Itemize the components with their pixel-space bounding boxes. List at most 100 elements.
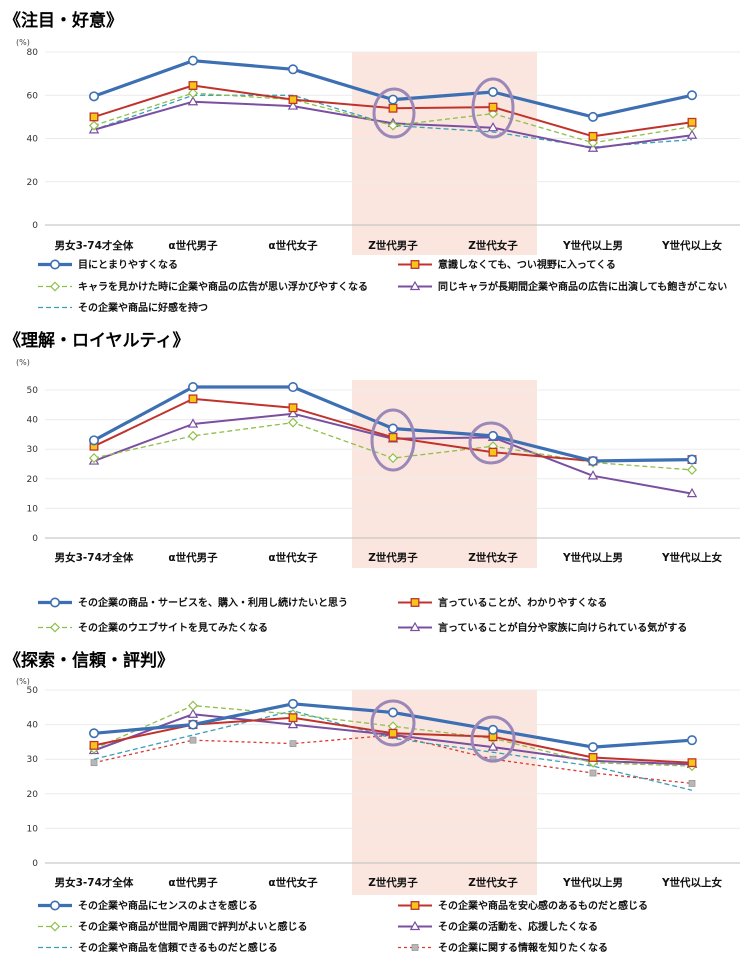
legend-label: 意識しなくても、つい視野に入ってくる <box>438 258 616 271</box>
y-tick-label: 20 <box>27 178 39 188</box>
y-tick-label: 40 <box>27 416 39 426</box>
data-point <box>288 95 298 105</box>
y-tick-label: 0 <box>32 221 38 231</box>
data-point <box>89 112 99 122</box>
data-point <box>187 430 199 441</box>
data-point <box>487 108 499 119</box>
data-point <box>188 81 198 90</box>
emphasis-circle <box>471 77 515 139</box>
data-point <box>587 470 599 480</box>
data-point <box>187 96 199 106</box>
data-point <box>487 430 498 441</box>
legend-marker <box>49 259 60 270</box>
x-category-label: Z世代男子 <box>368 239 418 252</box>
data-point <box>287 718 299 729</box>
data-point <box>187 700 199 711</box>
legend-marker <box>410 598 420 607</box>
x-category-label: 男女3-74才全体 <box>55 239 134 252</box>
x-category-label: α世代男子 <box>168 876 218 889</box>
x-category-label: Y世代以上男 <box>562 876 623 889</box>
y-tick-label: 30 <box>27 445 39 455</box>
data-point <box>287 100 299 110</box>
x-category-label: α世代男子 <box>168 239 218 252</box>
y-tick-label: 50 <box>27 386 39 396</box>
y-tick-label: 20 <box>27 475 39 485</box>
y-axis-unit: (%) <box>16 358 30 367</box>
x-category-label: Z世代女子 <box>468 551 518 564</box>
data-point <box>588 131 598 141</box>
data-point <box>188 55 199 66</box>
data-point <box>387 707 398 718</box>
x-category-label: Y世代以上男 <box>562 239 623 252</box>
legend-marker <box>49 921 61 932</box>
data-point <box>187 708 199 718</box>
data-point <box>289 740 297 748</box>
emphasis-circle <box>370 408 416 472</box>
chart-panel-2: 《理解・ロイヤルティ》 (%) 0 10 20 30 40 50 男女3-74才全体 α世代男子 α… <box>4 330 740 634</box>
x-category-label: Y世代以上女 <box>661 239 723 252</box>
data-point <box>89 91 100 102</box>
chart-title: 《理解・ロイヤルティ》 <box>4 330 189 351</box>
x-category-label: α世代女子 <box>268 876 318 889</box>
y-tick-label: 20 <box>27 790 39 800</box>
x-category-label: Y世代以上女 <box>661 876 723 889</box>
y-tick-label: 0 <box>32 534 38 544</box>
legend-marker <box>49 281 61 292</box>
data-point <box>88 453 100 464</box>
y-tick-label: 10 <box>27 824 39 834</box>
data-point <box>487 121 499 132</box>
data-point <box>487 87 498 98</box>
legend-label: その企業の商品・サービスを、購入・利用し続けたいと思う <box>78 596 348 609</box>
data-point <box>587 742 598 753</box>
data-point <box>89 728 100 739</box>
y-axis-unit: (%) <box>16 677 30 686</box>
data-point <box>686 487 698 498</box>
emphasis-circle <box>470 715 516 763</box>
y-tick-label: 0 <box>32 859 38 869</box>
data-point <box>188 719 199 730</box>
legend-label: その企業や商品を信頼できるものだと感じる <box>78 941 278 954</box>
data-point <box>686 454 697 465</box>
x-category-label: α世代男子 <box>168 551 218 564</box>
legend-label: その企業や商品を安心感のあるものだと感じる <box>438 899 648 912</box>
legend-label: 目にとまりやすくなる <box>78 259 178 271</box>
legend-marker <box>411 944 419 951</box>
legend-label: その企業の活動を、応援したくなる <box>438 920 598 933</box>
data-point <box>88 120 100 131</box>
legend-marker <box>409 920 421 931</box>
data-point <box>587 111 598 122</box>
x-category-label: Z世代男子 <box>368 551 418 564</box>
data-point <box>90 759 98 767</box>
x-category-label: Z世代女子 <box>468 876 518 889</box>
x-category-label: 男女3-74才全体 <box>55 876 134 889</box>
data-point <box>187 418 199 428</box>
data-point <box>288 713 298 723</box>
y-tick-label: 40 <box>27 135 39 145</box>
legend-label: キャラを見かけた時に企業や商品の広告が思い浮かびやすくなる <box>78 280 368 293</box>
x-category-label: 男女3-74才全体 <box>55 551 134 564</box>
data-point <box>287 64 298 75</box>
y-tick-label: 10 <box>27 504 39 514</box>
chart-title: 《注目・好意》 <box>4 10 123 31</box>
data-point <box>387 423 398 434</box>
data-point <box>189 736 197 744</box>
data-point <box>388 728 398 738</box>
legend-marker <box>409 280 421 291</box>
data-point <box>588 753 598 762</box>
x-category-label: Z世代女子 <box>468 239 518 252</box>
legend-label: 言っていることが、わかりやすくなる <box>438 596 607 609</box>
emphasis-circle <box>468 421 514 465</box>
data-point <box>388 432 398 442</box>
data-point <box>688 780 696 787</box>
legend-marker <box>49 900 60 911</box>
data-point <box>686 464 698 475</box>
data-point <box>686 735 697 746</box>
data-point <box>188 382 199 393</box>
data-point <box>686 90 697 101</box>
data-point <box>587 456 598 467</box>
legend-label: その企業のウエブサイトを見てみたくなる <box>78 621 268 634</box>
legend-label: その企業や商品にセンスのよさを感じる <box>78 899 258 912</box>
legend-label: 同じキャラが長期間企業や商品の広告に出演しても飽きがこない <box>438 280 727 293</box>
data-point <box>487 741 499 751</box>
